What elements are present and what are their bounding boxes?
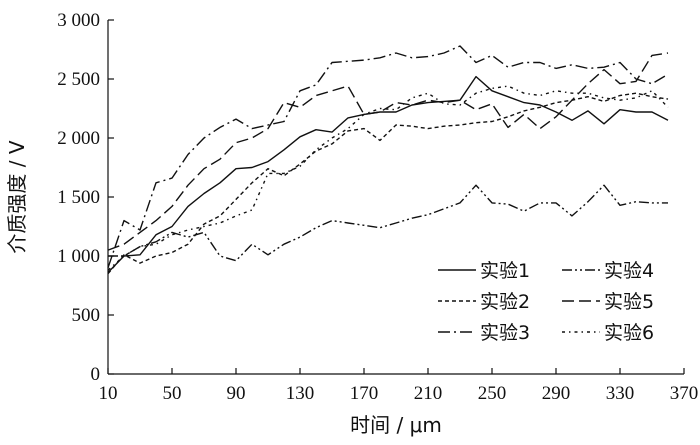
y-tick-label: 0: [91, 364, 101, 385]
x-tick-label: 130: [286, 383, 315, 404]
series-line-3: [107, 45, 669, 269]
y-axis-ticks: 0 500 1 000 1 500 2 000 2 500 3 000: [57, 10, 114, 385]
x-tick-label: 290: [542, 383, 571, 404]
series-line-6: [107, 85, 669, 271]
legend-label-1: 实验1: [480, 260, 530, 282]
legend-label-2: 实验2: [480, 291, 530, 313]
y-tick-label: 2 500: [57, 69, 100, 90]
legend-label-3: 实验3: [480, 322, 530, 344]
y-tick-label: 1 000: [57, 246, 100, 267]
y-axis-title: 介质强度 / V: [5, 140, 29, 253]
y-tick-label: 2 000: [57, 128, 100, 149]
y-tick-label: 500: [72, 305, 101, 326]
legend-label-4: 实验4: [604, 260, 654, 282]
x-axis-ticks: 10 50 90 130 170 210 250 290 330 370: [99, 368, 699, 404]
x-axis-title: 时间 / μm: [350, 413, 442, 437]
x-tick-label: 50: [163, 383, 182, 404]
y-tick-label: 1 500: [57, 187, 100, 208]
x-tick-label: 370: [670, 383, 699, 404]
axes: 10 50 90 130 170 210 250 290 330 370 0 500 1 000 1 5…: [57, 10, 698, 404]
x-tick-label: 90: [227, 383, 246, 404]
plot-area: [107, 45, 669, 275]
x-tick-label: 10: [99, 383, 118, 404]
x-tick-label: 210: [414, 383, 443, 404]
x-tick-label: 170: [350, 383, 379, 404]
legend-label-5: 实验5: [604, 291, 654, 313]
x-tick-label: 250: [478, 383, 507, 404]
series-line-2: [107, 92, 669, 275]
x-tick-label: 330: [606, 383, 635, 404]
series-line-1: [107, 75, 669, 273]
y-tick-label: 3 000: [57, 10, 100, 31]
legend-label-6: 实验6: [604, 322, 654, 344]
series-line-4: [108, 184, 668, 262]
legend: 实验1 实验2 实验3 实验4 实验5 实验6: [438, 260, 654, 344]
series-line-5: [107, 52, 669, 251]
